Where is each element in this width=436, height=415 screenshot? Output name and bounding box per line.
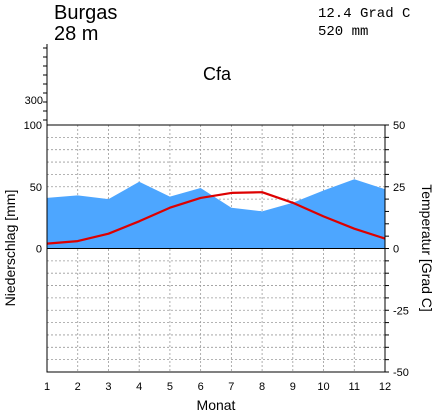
month-tick-label: 5 <box>167 381 173 393</box>
y-axis-label-right: Temperatur [Grad C] <box>419 184 435 312</box>
climate-class: Cfa <box>203 64 232 84</box>
precip-tick-label: 50 <box>30 182 42 194</box>
month-tick-label: 4 <box>136 381 142 393</box>
month-tick-label: 1 <box>44 381 50 393</box>
temperature-line <box>46 191 386 245</box>
temp-tick-label: -50 <box>393 367 409 379</box>
precipitation-area <box>47 179 385 249</box>
annual-temperature: 12.4 Grad C <box>318 6 410 22</box>
month-tick-label: 2 <box>75 381 81 393</box>
temperature-line-layer <box>46 191 386 245</box>
month-tick-label: 9 <box>290 381 296 393</box>
temp-tick-labels: 50 25 0 -25 -50 <box>393 120 409 379</box>
precip-tick-label: 100 <box>24 120 42 132</box>
month-tick-label: 3 <box>105 381 111 393</box>
precip-tick-labels: 0 50 100 <box>24 120 42 256</box>
month-tick-label: 8 <box>259 381 265 393</box>
precipitation-area-layer <box>47 179 385 249</box>
month-tick-label: 12 <box>379 381 391 393</box>
month-tick-label: 7 <box>228 381 234 393</box>
station-elevation: 28 m <box>54 23 98 45</box>
temp-tick-label: -25 <box>393 305 409 317</box>
temp-tick-label: 25 <box>393 182 405 194</box>
temp-tick-label: 50 <box>393 120 405 132</box>
x-axis-label: Monat <box>197 397 236 413</box>
month-tick-label: 10 <box>317 381 329 393</box>
annual-precipitation: 520 mm <box>318 24 368 40</box>
month-tick-label: 6 <box>198 381 204 393</box>
month-tick-labels: 1 2 3 4 5 6 7 8 9 10 11 12 <box>44 381 391 393</box>
station-name: Burgas <box>54 2 117 24</box>
upper-tick-label: 300 <box>25 95 43 107</box>
month-tick-label: 11 <box>349 381 360 393</box>
precip-tick-label: 0 <box>36 244 42 256</box>
plot-frame <box>46 124 386 373</box>
y-axis-label-left: Niederschlag [mm] <box>2 190 18 307</box>
temp-tick-label: 0 <box>393 244 399 256</box>
